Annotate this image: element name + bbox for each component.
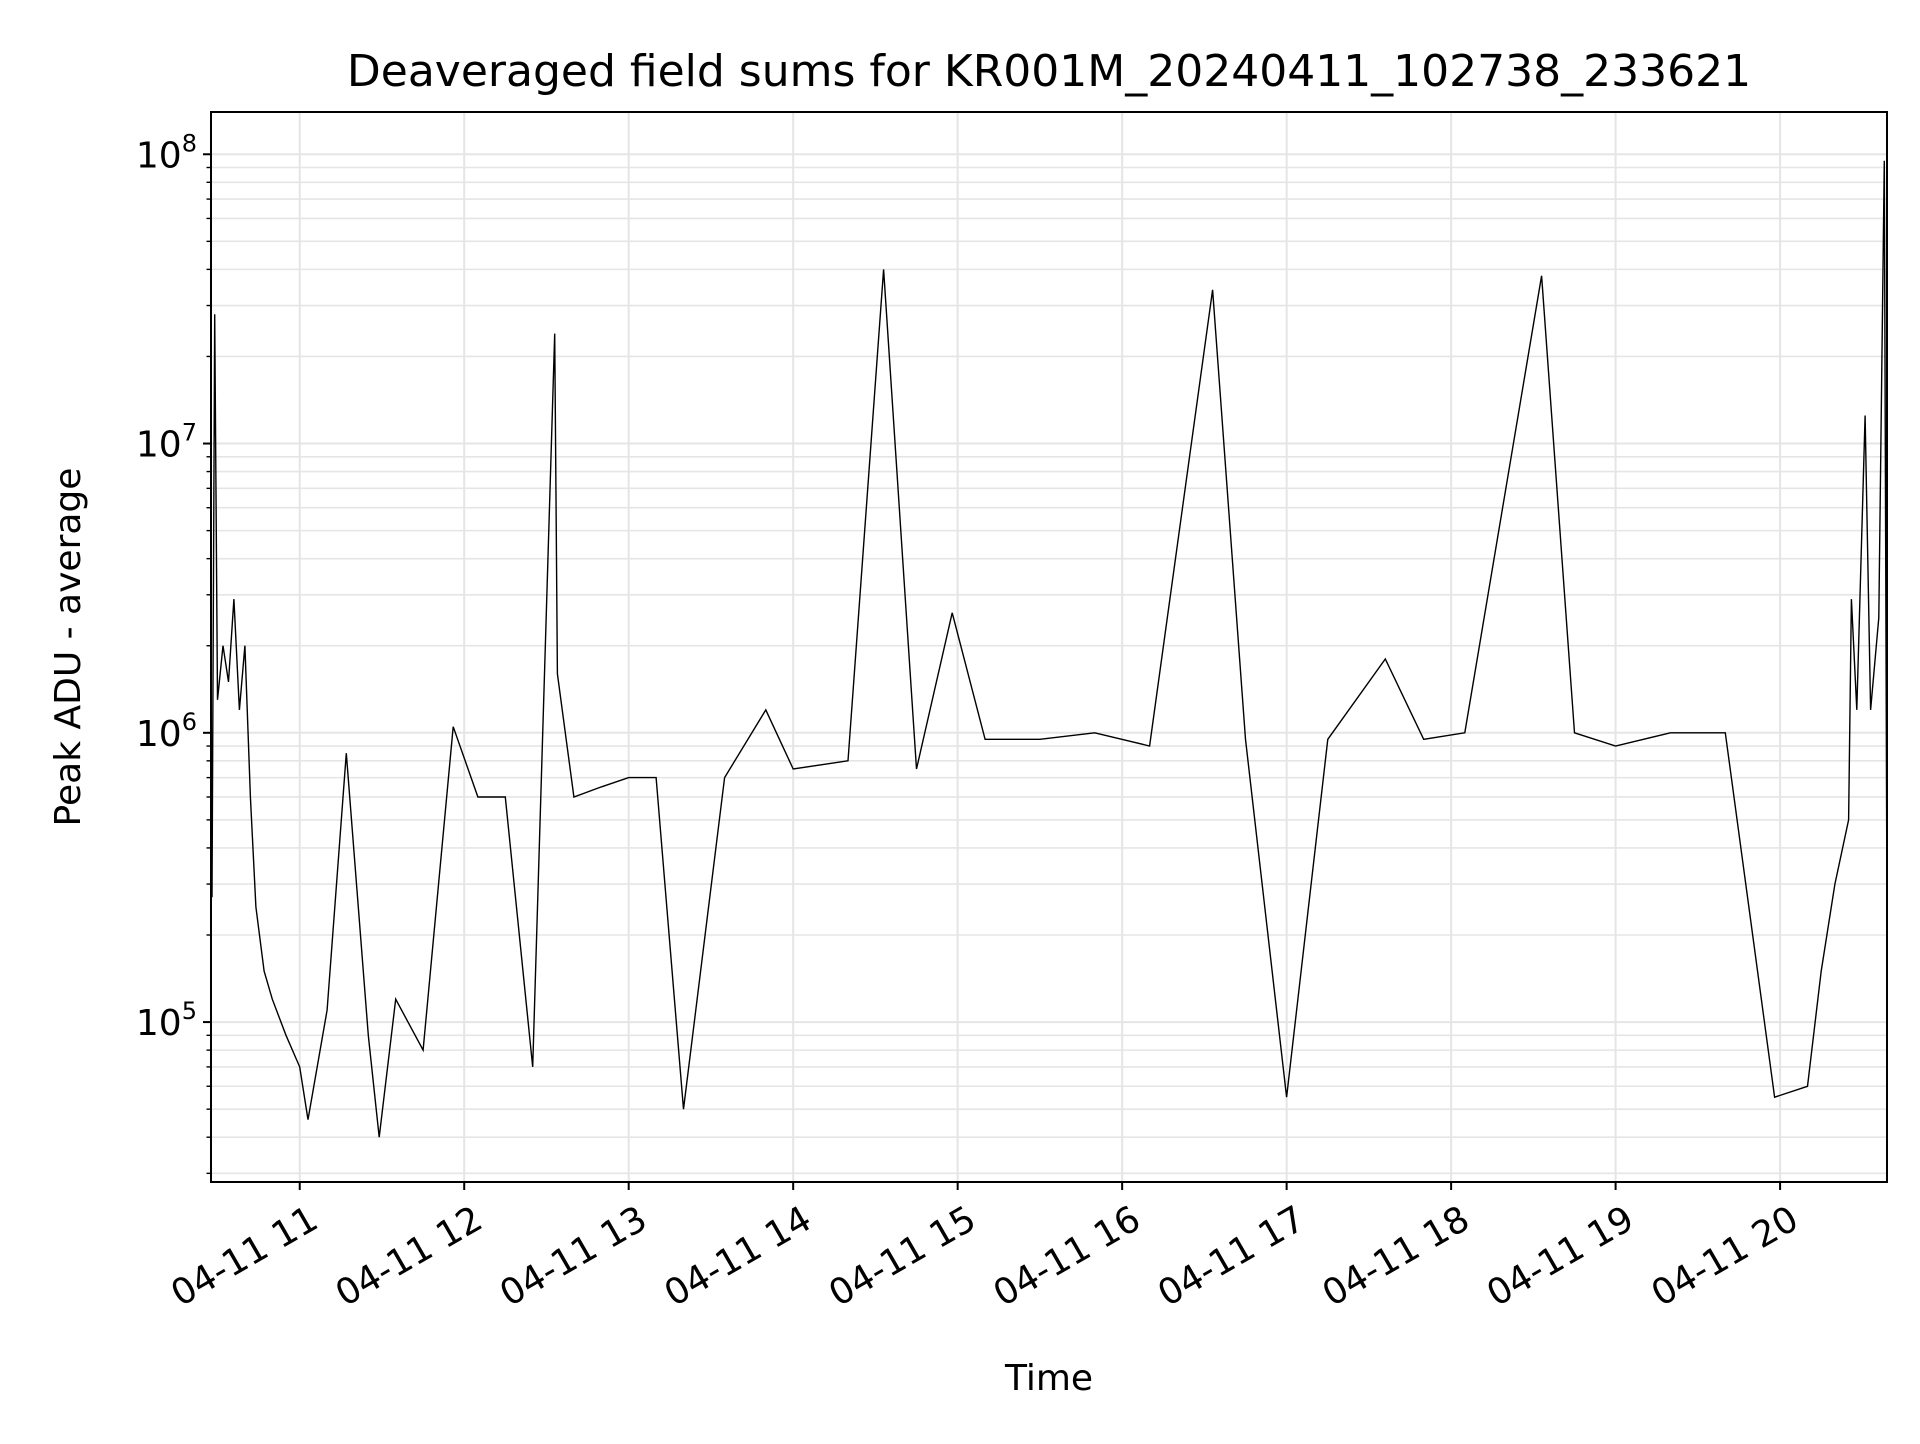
y-tick-label: 105: [136, 997, 197, 1044]
series-line: [211, 160, 1887, 1138]
y-tick-label: 107: [136, 419, 197, 466]
plot-frame: [210, 111, 1888, 1183]
grid-layer: [211, 112, 1887, 1182]
x-axis-label: Time: [1004, 1358, 1093, 1399]
y-tick-label: 108: [136, 129, 197, 176]
y-tick-label: 106: [136, 708, 197, 755]
chart-title: Deaveraged field sums for KR001M_2024041…: [347, 46, 1751, 97]
data-layer: [211, 160, 1887, 1138]
y-axis: 105 106 107 108: [136, 129, 211, 1175]
y-axis-label: Peak ADU - average: [48, 468, 89, 827]
